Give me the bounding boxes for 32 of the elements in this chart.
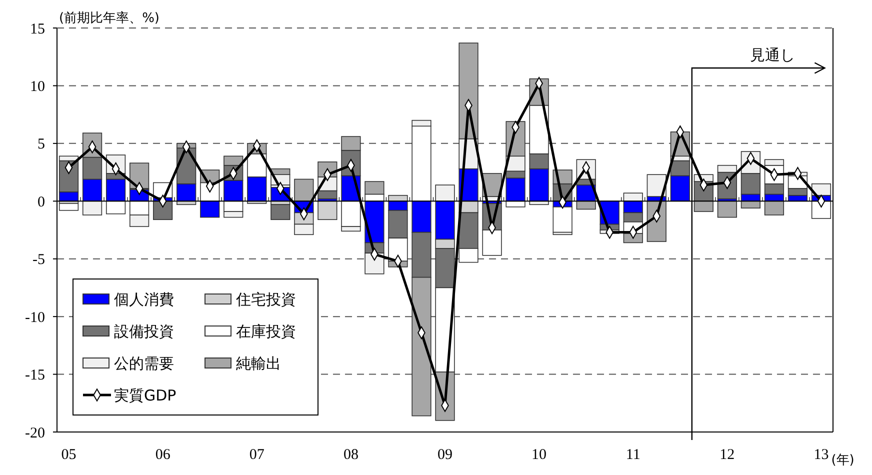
y-tick-label: -10 (25, 310, 45, 326)
x-tick-label: 09 (438, 447, 452, 463)
legend-label: 個人消費 (114, 290, 174, 308)
bar (58, 203, 79, 211)
x-tick-label: 12 (720, 447, 735, 463)
x-tick-label: 13 (814, 447, 829, 463)
y-tick-label: 0 (38, 194, 45, 210)
legend-label: 公的需要 (114, 354, 174, 372)
legend-label: 在庫投資 (236, 322, 296, 340)
x-tick-label: 11 (626, 447, 640, 463)
x-tick-label: 06 (155, 447, 171, 463)
y-tick-label: 10 (30, 78, 45, 95)
annotation: 見通し (750, 46, 795, 64)
x-tick-label: 05 (61, 447, 76, 463)
legend-label: 純輸出 (236, 354, 281, 372)
y-tick-label: 5 (38, 136, 45, 153)
bar (717, 200, 737, 218)
y-tick-label: 15 (30, 21, 45, 38)
legend-label: 実質GDP (114, 386, 176, 404)
bar (318, 200, 338, 220)
y-tick-label: -15 (25, 368, 45, 384)
bar (646, 174, 666, 197)
x-tick-label: 07 (249, 447, 265, 463)
x-tick-label: 08 (343, 447, 358, 463)
y-tick-label: -5 (32, 252, 45, 268)
x-axis-title: (年) (831, 453, 854, 468)
x-tick-label: 10 (532, 447, 547, 463)
legend-label: 設備投資 (114, 322, 174, 340)
legend-label: 住宅投資 (235, 290, 296, 308)
y-tick-label: -20 (25, 425, 45, 442)
bar (270, 204, 290, 220)
y-axis-title: (前期比年率、%) (59, 10, 160, 26)
